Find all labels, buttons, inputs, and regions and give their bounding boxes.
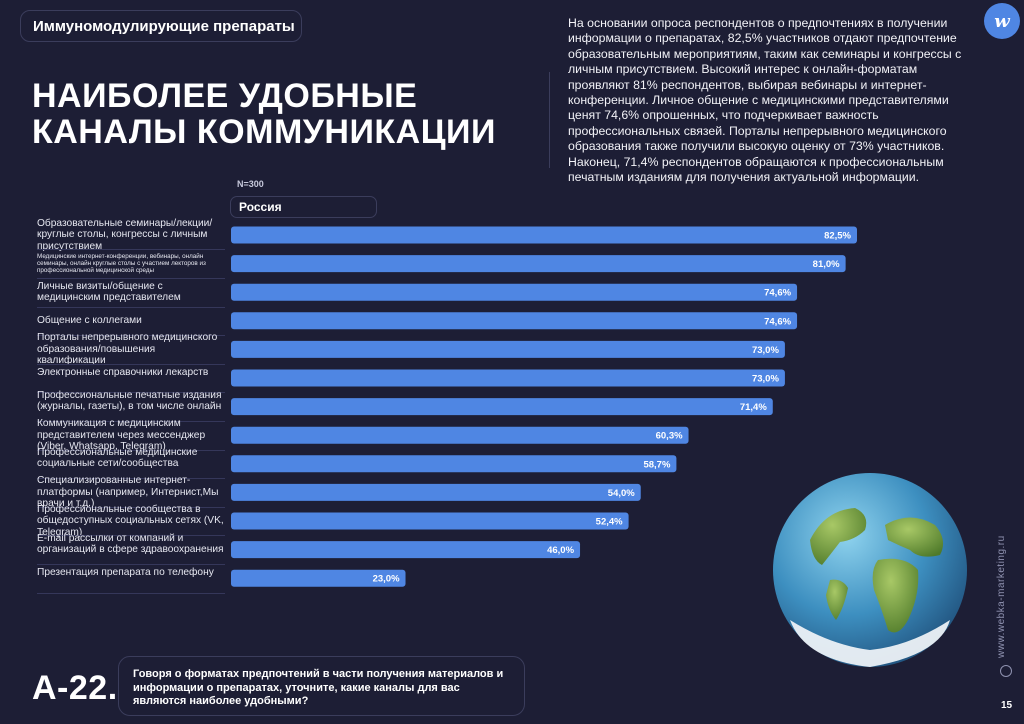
bar-9 <box>231 483 641 501</box>
vertical-divider <box>549 72 550 168</box>
row-divider-1 <box>37 277 225 279</box>
question-text: Говоря о форматах предпочтений в части п… <box>133 668 504 707</box>
bar-10 <box>231 512 629 530</box>
category-label-6: Профессиональные печатные издания (журна… <box>37 389 222 412</box>
value-label-4: 73,0% <box>752 345 779 356</box>
bar-12 <box>231 569 406 587</box>
bar-0 <box>231 226 857 244</box>
country-series-label: Россия <box>230 196 377 218</box>
value-label-6: 71,4% <box>740 402 767 413</box>
value-label-9: 54,0% <box>608 488 635 499</box>
category-label-4: Порталы непрерывного медицинского образо… <box>37 332 218 367</box>
row-divider-0 <box>37 249 225 251</box>
page-title-line-2: КАНАЛЫ КОММУНИКАЦИИ <box>32 113 496 151</box>
country-label-text: Россия <box>239 200 282 214</box>
category-label-8: Профессиональные медицинские социальные … <box>37 446 198 470</box>
website-url[interactable]: www.webka-marketing.ru <box>996 535 1007 658</box>
category-label-9: Специализированные интернет-платформы (н… <box>37 475 219 510</box>
page-title: НАИБОЛЕЕ УДОБНЫЕ КАНАЛЫ КОММУНИКАЦИИ <box>32 78 532 150</box>
category-label-12: Презентация препарата по телефону <box>37 566 214 578</box>
row-divider-11 <box>37 563 225 565</box>
brand-logo-letter: w <box>994 10 1010 32</box>
bar-11 <box>231 541 581 559</box>
brand-logo: w <box>984 3 1020 39</box>
section-badge: Иммуномодулирующие препараты <box>20 10 302 42</box>
row-divider-10 <box>37 535 225 537</box>
bar-1 <box>231 255 846 273</box>
row-divider-4 <box>37 363 225 365</box>
value-label-12: 23,0% <box>373 574 400 585</box>
bar-3 <box>231 312 798 330</box>
question-box: Говоря о форматах предпочтений в части п… <box>118 656 525 716</box>
question-code: А-22. <box>32 669 118 707</box>
bar-8 <box>231 455 677 473</box>
row-divider-7 <box>37 449 225 451</box>
bar-4 <box>231 340 785 358</box>
section-title: Иммуномодулирующие препараты <box>33 17 295 35</box>
value-label-8: 58,7% <box>643 459 670 470</box>
row-divider-9 <box>37 506 225 508</box>
value-label-0: 82,5% <box>824 231 851 242</box>
value-label-5: 73,0% <box>752 374 779 385</box>
category-label-10: Профессиональные сообщества в общедоступ… <box>37 503 224 538</box>
row-divider-12 <box>37 592 225 594</box>
value-label-11: 46,0% <box>547 545 574 556</box>
bar-5 <box>231 369 785 387</box>
category-label-7: Коммуникация с медицинским представителе… <box>37 418 206 452</box>
web-globe-icon <box>1000 665 1012 677</box>
value-label-7: 60,3% <box>656 431 683 442</box>
bar-7 <box>231 426 689 444</box>
category-label-1: Медицинские интернет-конференции, вебина… <box>37 252 206 275</box>
row-divider-3 <box>37 335 225 337</box>
category-label-5: Электронные справочники лекарств <box>37 366 209 378</box>
row-divider-8 <box>37 478 225 480</box>
summary-text: На основании опроса респондентов о предп… <box>568 16 962 185</box>
row-divider-5 <box>37 392 225 394</box>
bar-6 <box>231 398 773 416</box>
row-divider-6 <box>37 420 225 422</box>
bar-2 <box>231 283 798 301</box>
category-label-2: Личные визиты/общение с медицинским пред… <box>37 280 181 304</box>
value-label-3: 74,6% <box>764 316 791 327</box>
value-label-2: 74,6% <box>764 288 791 299</box>
row-divider-2 <box>37 306 225 308</box>
sample-size-label: N=300 <box>237 179 264 189</box>
category-label-3: Общение с коллегами <box>37 315 142 327</box>
globe-illustration <box>770 470 970 670</box>
page-number: 15 <box>1001 700 1013 711</box>
value-label-10: 52,4% <box>596 517 623 528</box>
category-label-0: Образовательные семинары/лекции/ круглые… <box>37 217 213 252</box>
category-label-11: E-mail рассылки от компаний и организаци… <box>37 532 224 555</box>
page-title-line-1: НАИБОЛЕЕ УДОБНЫЕ <box>32 77 418 115</box>
value-label-1: 81,0% <box>813 259 840 270</box>
